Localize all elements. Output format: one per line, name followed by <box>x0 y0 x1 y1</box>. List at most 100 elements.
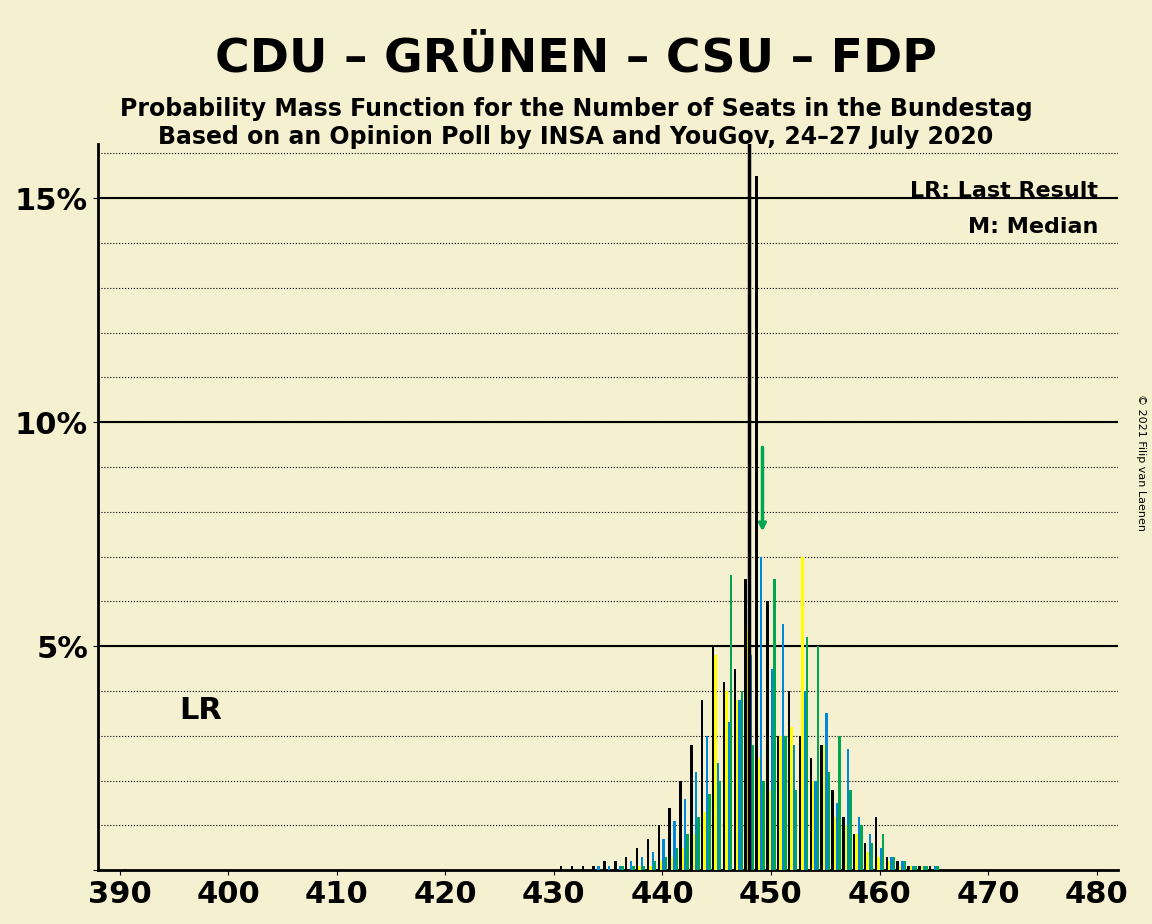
Bar <box>925 866 927 870</box>
Bar <box>788 691 790 870</box>
Bar <box>836 803 839 870</box>
Bar <box>684 798 687 870</box>
Bar <box>869 834 871 870</box>
Bar <box>795 790 797 870</box>
Bar <box>621 866 623 870</box>
Bar <box>717 762 719 870</box>
Bar <box>886 857 888 870</box>
Bar <box>896 861 899 870</box>
Bar <box>695 772 697 870</box>
Bar <box>730 575 733 870</box>
Text: Probability Mass Function for the Number of Seats in the Bundestag: Probability Mass Function for the Number… <box>120 97 1032 121</box>
Bar <box>597 866 600 870</box>
Bar <box>790 727 793 870</box>
Bar <box>725 691 728 870</box>
Text: LR: Last Result: LR: Last Result <box>910 181 1098 201</box>
Bar <box>751 745 755 870</box>
Bar <box>626 857 628 870</box>
Bar <box>778 736 780 870</box>
Bar <box>937 866 939 870</box>
Bar <box>801 556 804 870</box>
Bar <box>741 691 743 870</box>
Bar <box>758 759 760 870</box>
Bar <box>839 736 841 870</box>
Bar <box>879 848 882 870</box>
Bar <box>874 817 877 870</box>
Bar <box>704 812 706 870</box>
Text: LR: LR <box>180 696 222 725</box>
Bar <box>734 669 736 870</box>
Bar <box>798 736 801 870</box>
Bar <box>608 866 611 870</box>
Bar <box>632 866 635 870</box>
Bar <box>614 861 616 870</box>
Bar <box>849 790 851 870</box>
Bar <box>638 866 641 870</box>
Bar <box>888 861 890 870</box>
Bar <box>910 866 912 870</box>
Bar <box>662 839 665 870</box>
Bar <box>814 781 817 870</box>
Text: Based on an Opinion Poll by INSA and YouGov, 24–27 July 2020: Based on an Opinion Poll by INSA and You… <box>158 125 994 149</box>
Bar <box>652 852 654 870</box>
Bar <box>668 808 670 870</box>
Bar <box>675 848 679 870</box>
Bar <box>722 682 725 870</box>
Bar <box>856 834 858 870</box>
Bar <box>665 857 667 870</box>
Text: CDU – GRÜNEN – CSU – FDP: CDU – GRÜNEN – CSU – FDP <box>215 37 937 82</box>
Bar <box>832 790 834 870</box>
Text: © 2021 Filip van Laenen: © 2021 Filip van Laenen <box>1136 394 1146 530</box>
Bar <box>708 794 711 870</box>
Bar <box>670 857 673 870</box>
Bar <box>763 781 765 870</box>
Bar <box>804 691 806 870</box>
Bar <box>766 602 768 870</box>
Bar <box>810 759 812 870</box>
Bar <box>768 790 771 870</box>
Bar <box>890 857 893 870</box>
Bar <box>643 866 645 870</box>
Bar <box>660 861 662 870</box>
Bar <box>619 866 621 870</box>
Bar <box>899 866 901 870</box>
Bar <box>782 624 785 870</box>
Bar <box>847 749 849 870</box>
Bar <box>882 834 885 870</box>
Bar <box>793 745 795 870</box>
Bar <box>592 866 594 870</box>
Bar <box>864 844 866 870</box>
Bar <box>673 821 675 870</box>
Bar <box>746 628 749 870</box>
Bar <box>719 781 721 870</box>
Bar <box>912 866 915 870</box>
Bar <box>934 866 937 870</box>
Bar <box>646 839 649 870</box>
Bar <box>636 848 638 870</box>
Bar <box>812 781 814 870</box>
Bar <box>749 655 751 870</box>
Bar <box>918 866 920 870</box>
Bar <box>682 848 684 870</box>
Bar <box>871 844 873 870</box>
Bar <box>736 700 738 870</box>
Bar <box>893 857 895 870</box>
Bar <box>738 700 741 870</box>
Bar <box>844 825 847 870</box>
Bar <box>817 646 819 870</box>
Bar <box>744 579 746 870</box>
Bar <box>827 772 829 870</box>
Text: M: Median: M: Median <box>968 217 1098 237</box>
Bar <box>570 866 574 870</box>
Bar <box>820 745 823 870</box>
Bar <box>560 866 562 870</box>
Bar <box>680 781 682 870</box>
Bar <box>780 736 782 870</box>
Bar <box>582 866 584 870</box>
Bar <box>903 861 905 870</box>
Bar <box>877 857 879 870</box>
Bar <box>728 723 730 870</box>
Bar <box>649 866 652 870</box>
Bar <box>915 866 917 870</box>
Bar <box>654 861 657 870</box>
